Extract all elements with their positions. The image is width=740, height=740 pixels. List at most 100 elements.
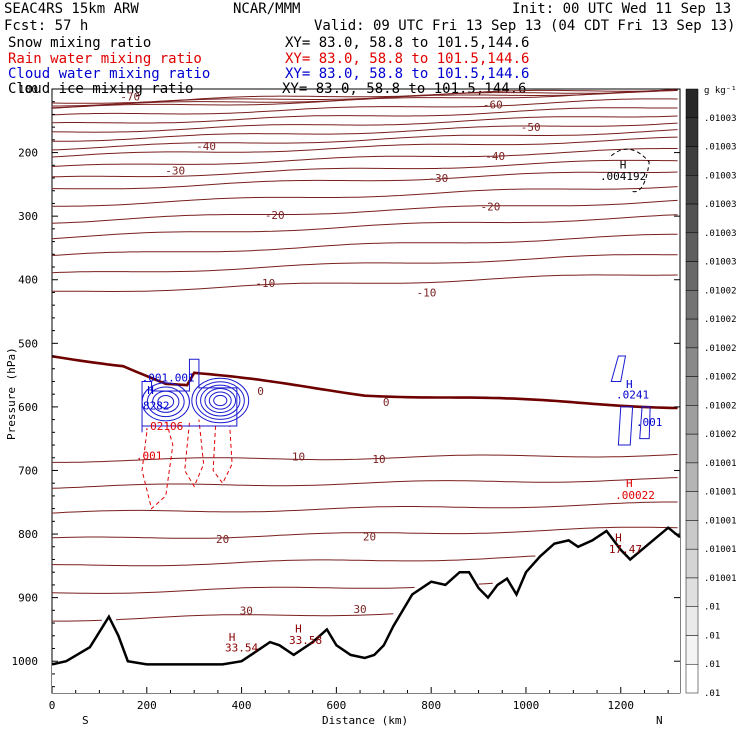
field-value-label: .00022 (615, 489, 655, 502)
colorbar-swatch (685, 462, 699, 492)
colorbar-swatch (685, 347, 699, 377)
colorbar-label: .01003 (704, 143, 737, 153)
x-axis-south-label: S (82, 714, 89, 727)
x-tick-label: 1000 (513, 699, 540, 712)
cloud-water-outline (141, 358, 238, 433)
isotherm-label: 30 (240, 604, 253, 617)
x-axis-north-label: N (656, 714, 663, 727)
field-cloudwater-label: Cloud water mixing ratio (8, 66, 210, 82)
x-tick-label: 1200 (608, 699, 635, 712)
isotherm-line (51, 115, 678, 133)
y-tick-label: 300 (18, 210, 38, 223)
colorbar-swatch (685, 203, 699, 234)
isotherm-label: 10 (372, 453, 385, 466)
init-time: Init: 00 UTC Wed 11 Sep 13 (512, 1, 731, 17)
colorbar-swatch (685, 635, 699, 665)
isotherm-line (52, 122, 678, 142)
plot-layer: -70 -60 -50 -40 -40 -30 -30 -20 -20 -10 -10 0 0 10 10 2… (51, 89, 681, 693)
colorbar-swatch (685, 405, 699, 435)
cloud-water-contour (617, 406, 634, 446)
cloud-water-contour (208, 391, 232, 410)
isotherm-label: -10 (255, 277, 275, 290)
colorbar-swatch (685, 175, 699, 205)
colorbar-label: .01003 (704, 114, 737, 124)
rain-contour (212, 425, 233, 485)
y-tick-label: 600 (18, 401, 38, 414)
isotherm-label: 10 (292, 450, 305, 463)
colorbar-label: .01003 (704, 171, 737, 181)
isotherm-label: 30 (353, 603, 366, 616)
colorbar-swatch (685, 663, 699, 694)
x-tick-label: 400 (232, 699, 252, 712)
colorbar-label: .01 (704, 603, 720, 613)
isotherm-label: -40 (196, 140, 216, 153)
isotherm-label: -30 (428, 172, 448, 185)
freezing-isotherm (51, 355, 678, 410)
colorbar-label: .01003 (704, 258, 737, 268)
field-rain-label: Rain water mixing ratio (8, 51, 202, 67)
field-value-label: H (147, 384, 154, 397)
cloud-water-contour (146, 386, 185, 418)
field-rain-xy: XY= 83.0, 58.8 to 101.5,144.6 (285, 51, 529, 67)
x-tick-label: 800 (421, 699, 441, 712)
field-value-label: 33.54 (225, 642, 258, 655)
isotherm-line (51, 89, 678, 109)
isotherm-line (51, 214, 678, 240)
field-value-label: .001 (636, 416, 663, 429)
field-value-label: .0241 (616, 389, 649, 402)
isotherm-line (51, 148, 678, 167)
field-value-label: H (229, 631, 236, 644)
colorbar-label: .01001 (704, 459, 737, 469)
field-value-label: H (626, 378, 633, 391)
isotherm-line (52, 613, 394, 622)
cloud-water-contour (213, 394, 228, 407)
isotherm-label: 20 (216, 533, 229, 546)
colorbar-label: .01002 (704, 286, 737, 296)
isotherm-label: -30 (165, 164, 185, 177)
colorbar-label: .01002 (704, 315, 737, 325)
colorbar-unit: g kg⁻¹ (704, 86, 737, 96)
colorbar-label: .01001 (704, 516, 737, 526)
isotherm-label: 0 (383, 396, 390, 409)
isotherm-label: -70 (120, 91, 140, 104)
forecast-hour: Fcst: 57 h (4, 18, 88, 34)
field-value-label: .001 (136, 450, 163, 463)
field-cloudwater-xy: XY= 83.0, 58.8 to 101.5,144.6 (285, 66, 529, 82)
y-tick-label: 500 (18, 337, 38, 350)
colorbar-swatch (685, 491, 699, 521)
colorbar-label: .01003 (704, 229, 737, 239)
y-tick-label: 700 (18, 464, 38, 477)
x-tick-label: 200 (137, 699, 157, 712)
x-tick-label: 600 (326, 699, 346, 712)
y-tick-label: 400 (18, 274, 38, 287)
isotherm-label: 0 (257, 385, 264, 398)
isotherm-line (51, 477, 678, 489)
y-tick-label: 200 (18, 147, 38, 160)
colorbar-swatch (685, 433, 699, 464)
isotherm-line (51, 254, 678, 274)
cloud-water-contour (195, 381, 245, 420)
isotherm-line (51, 274, 678, 292)
field-snow-label: Snow mixing ratio (8, 35, 151, 51)
colorbar-label: .01002 (704, 401, 737, 411)
terrain-fill (52, 527, 680, 693)
cloud-water-contour (191, 377, 250, 424)
isotherm-line (51, 136, 678, 158)
y-tick-label: 100 (18, 83, 38, 96)
colorbar-swatch (685, 318, 699, 349)
field-value-label: H (615, 532, 622, 545)
colorbar-label: .01002 (704, 373, 737, 383)
isotherm-line (51, 526, 678, 539)
isotherm-label: -20 (265, 209, 285, 222)
cloud-water-contour (200, 384, 241, 417)
isotherm-label: -10 (416, 286, 436, 299)
isotherm-label: 20 (363, 531, 376, 544)
field-value-label: H (295, 623, 302, 636)
rain-contour (184, 419, 205, 488)
isotherm-line (52, 453, 678, 463)
field-value-label: 17.47 (609, 543, 642, 556)
field-value-label: .02106 (144, 420, 184, 433)
isotherm-label: -20 (480, 201, 500, 214)
field-value-label: H (620, 158, 627, 171)
